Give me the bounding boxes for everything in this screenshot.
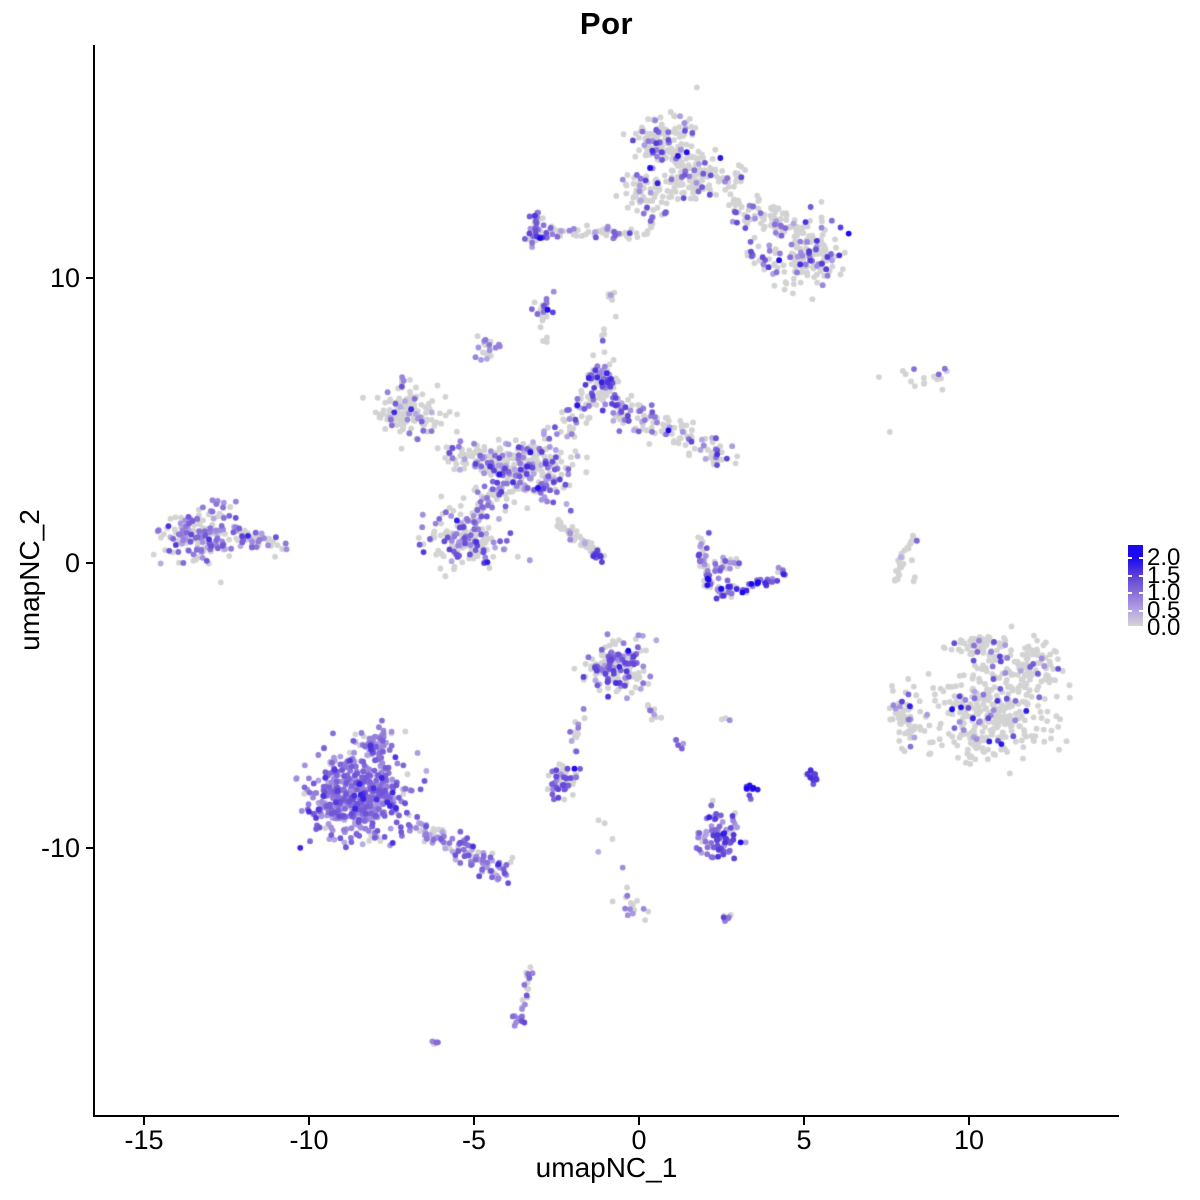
y-axis-line	[93, 45, 95, 1117]
x-tick-mark	[308, 1117, 310, 1125]
y-axis-title: umapNC_2	[14, 509, 45, 651]
legend-tick-mark	[1128, 609, 1132, 612]
legend-gradient-bar	[1128, 545, 1143, 626]
x-tick-label: 0	[631, 1125, 647, 1155]
y-tick-mark	[86, 847, 94, 849]
x-tick-label: -10	[289, 1125, 329, 1155]
x-tick-mark	[968, 1117, 970, 1125]
y-tick-label: -10	[40, 833, 80, 863]
x-tick-label: 10	[953, 1125, 985, 1155]
legend-label: 1.0	[1147, 579, 1181, 606]
x-axis-line	[93, 1115, 1119, 1117]
x-tick-mark	[473, 1117, 475, 1125]
legend-label: 0.0	[1147, 614, 1181, 641]
x-tick-mark	[803, 1117, 805, 1125]
legend-tick-mark	[1128, 574, 1132, 577]
x-axis-title: umapNC_1	[535, 1152, 678, 1183]
x-tick-label: 5	[796, 1125, 812, 1155]
legend-tick-mark	[1139, 557, 1143, 559]
y-tick-label: 10	[49, 263, 80, 293]
legend-tick-mark	[1139, 574, 1143, 577]
x-tick-mark	[143, 1117, 145, 1125]
x-tick-label: -5	[461, 1125, 486, 1155]
legend-tick-mark	[1128, 592, 1132, 594]
y-tick-label: 0	[64, 548, 80, 578]
legend-label: 1.5	[1147, 561, 1181, 589]
y-tick-mark	[86, 277, 94, 279]
legend-label: 2.0	[1147, 544, 1181, 571]
x-tick-label: -15	[124, 1125, 164, 1155]
plot-title: Por	[579, 6, 634, 41]
y-tick-mark	[86, 562, 94, 564]
legend-label: 0.5	[1147, 596, 1181, 624]
x-tick-mark	[638, 1117, 640, 1125]
legend-tick-mark	[1139, 609, 1143, 612]
legend-tick-mark	[1139, 592, 1143, 594]
legend-tick-mark	[1128, 557, 1132, 559]
